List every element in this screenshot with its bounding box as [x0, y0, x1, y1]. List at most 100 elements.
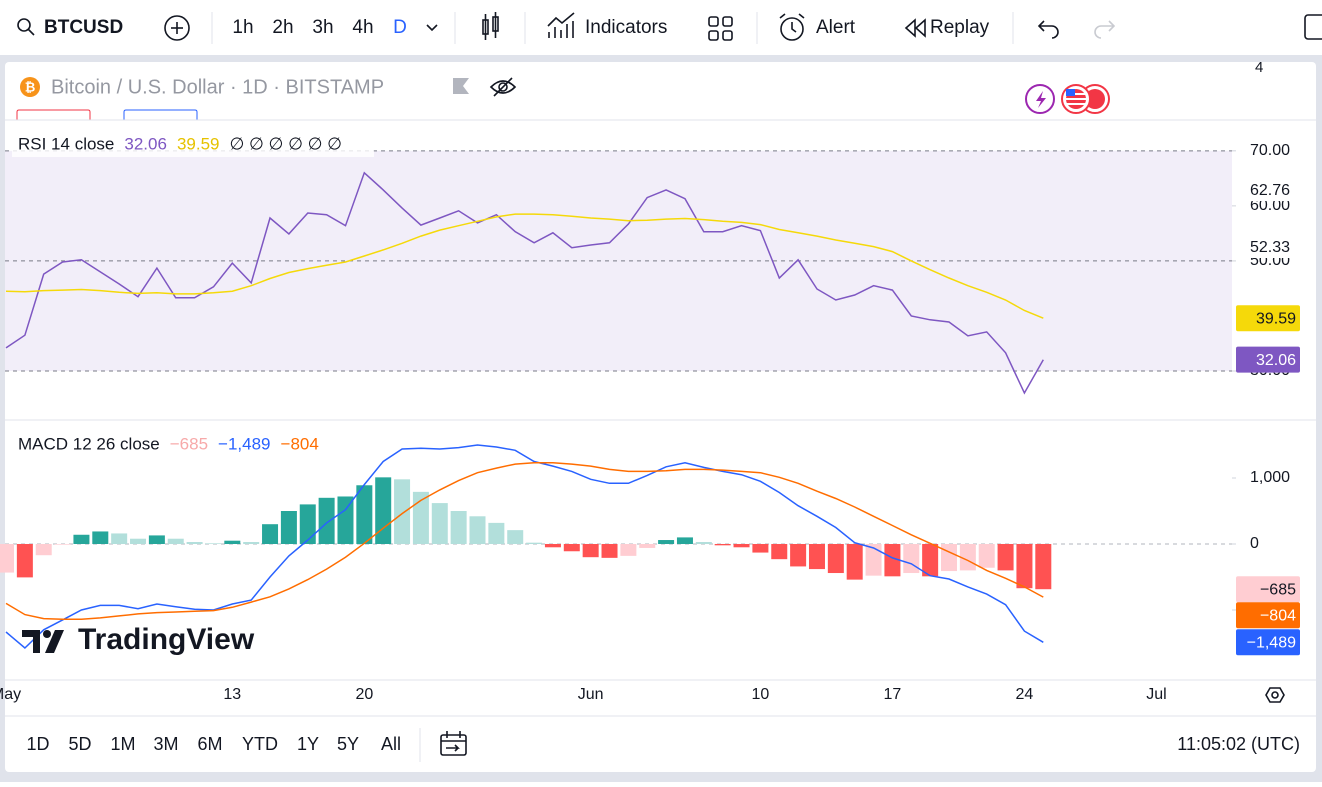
axis-top-label: 4 [1255, 59, 1263, 76]
symbol[interactable]: BTCUSD [44, 17, 123, 38]
histogram-bar [318, 497, 335, 544]
range-button[interactable]: 5D [68, 734, 91, 754]
indicators-button[interactable]: Indicators [585, 17, 667, 38]
histogram-bar [111, 533, 128, 544]
histogram-bar [1035, 543, 1052, 590]
histogram-bar [186, 542, 203, 544]
axis-note-bg [1240, 181, 1300, 201]
bolt [1036, 91, 1046, 108]
events-icon[interactable] [1025, 84, 1055, 114]
tab[interactable] [16, 109, 91, 120]
price-badge [1236, 346, 1300, 373]
histogram-bar [507, 530, 524, 544]
interval-menu[interactable] [426, 24, 438, 32]
price-badge-label: −685 [1260, 581, 1296, 598]
histogram-bar [941, 543, 957, 572]
replay-icon[interactable] [904, 18, 926, 38]
histogram-bar [450, 511, 467, 544]
histogram-bar [54, 543, 71, 545]
range-button[interactable]: 1Y [297, 734, 319, 754]
alert-button[interactable]: Alert [816, 17, 856, 38]
histogram-bar [280, 511, 297, 544]
interval[interactable]: 3h [312, 17, 333, 38]
time-label: 20 [355, 686, 373, 703]
range-button[interactable]: All [381, 734, 401, 754]
histogram-bar [337, 496, 354, 544]
range-button[interactable]: 6M [197, 734, 222, 754]
price-badge [1236, 305, 1300, 332]
range-button[interactable]: 5Y [337, 734, 359, 754]
toolbar [0, 0, 1322, 55]
replay-button[interactable]: Replay [930, 17, 990, 38]
time-label: 24 [1016, 686, 1034, 703]
histogram-bar [412, 491, 429, 544]
redo[interactable] [1094, 20, 1116, 39]
histogram-bar [92, 531, 109, 544]
price-badge [1236, 602, 1300, 629]
histogram-bar [808, 543, 825, 570]
histogram-bar [827, 543, 844, 574]
histogram-bar [903, 543, 920, 574]
alert-icon[interactable] [779, 13, 805, 41]
tab[interactable] [123, 109, 198, 120]
histogram-bar [997, 543, 1014, 571]
time-label: Jul [1146, 686, 1166, 703]
undo[interactable] [1037, 20, 1059, 39]
price-badge [1236, 576, 1300, 603]
histogram-bar [978, 543, 995, 568]
histogram-bar [130, 538, 147, 544]
histogram-bar [488, 522, 505, 544]
range-button[interactable]: 1M [110, 734, 135, 754]
histogram-bar [959, 543, 976, 571]
legend-value: 32.06 [124, 134, 167, 153]
range-button[interactable]: 1D [26, 734, 49, 754]
legend-value: −804 [281, 434, 319, 453]
y-tick-label: 70.00 [1250, 142, 1290, 159]
chart-type[interactable] [482, 12, 499, 40]
y-tick-label: 60.00 [1250, 197, 1290, 214]
add-symbol[interactable] [164, 15, 190, 41]
histogram-bar [846, 543, 863, 580]
histogram-bar [582, 543, 599, 558]
hide-icon[interactable] [489, 77, 517, 97]
settings[interactable] [1265, 687, 1285, 703]
go-to-date[interactable] [440, 731, 467, 756]
histogram-bar [1016, 543, 1033, 589]
interval[interactable]: D [393, 17, 407, 38]
economic-events[interactable] [1061, 84, 1110, 114]
histogram-bar [262, 524, 279, 544]
histogram-bar [35, 543, 52, 556]
range-button[interactable]: YTD [242, 734, 278, 754]
panel-toggle[interactable] [1304, 14, 1322, 40]
rsi-line [5, 171, 1044, 395]
flag-icon[interactable] [453, 78, 469, 94]
indicators-icon[interactable] [547, 12, 575, 38]
templates[interactable] [708, 16, 733, 41]
histogram-bar [922, 543, 939, 577]
histogram-bar [714, 543, 731, 546]
price-badge-label: 39.59 [1256, 310, 1296, 327]
histogram-bar [695, 542, 712, 544]
histogram-bar [544, 543, 561, 548]
range-button[interactable]: 3M [153, 734, 178, 754]
logo-text: TradingView [78, 623, 255, 656]
histogram-bar [394, 479, 411, 544]
histogram-bar [431, 503, 448, 544]
histogram-bar [639, 543, 656, 548]
time-label: Jun [578, 686, 604, 703]
histogram-bar [224, 540, 241, 544]
histogram-bar [658, 540, 675, 544]
interval[interactable]: 4h [352, 17, 373, 38]
interval[interactable]: 1h [232, 17, 253, 38]
histogram-bar [620, 543, 637, 556]
time-label: 17 [884, 686, 902, 703]
histogram-bar [865, 543, 882, 576]
time-label: May [0, 686, 21, 703]
search-icon[interactable] [17, 18, 35, 36]
histogram-bar [73, 534, 90, 544]
legend-title: RSI 14 close [18, 134, 114, 153]
interval[interactable]: 2h [272, 17, 293, 38]
histogram-bar [16, 543, 33, 578]
